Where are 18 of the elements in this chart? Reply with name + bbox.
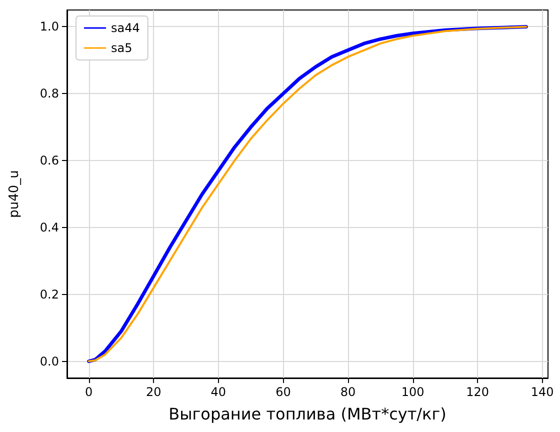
x-tick-label: 120 [466, 385, 490, 399]
x-tick-label: 40 [210, 385, 226, 399]
x-tick-label: 80 [340, 385, 356, 399]
y-tick-label: 0.8 [40, 86, 59, 101]
y-tick-label: 0.0 [40, 354, 59, 368]
legend-label: sa5 [111, 41, 132, 55]
x-tick-label: 100 [401, 385, 424, 399]
x-axis-title: Выгорание топлива (МВт*сут/кг) [168, 404, 446, 424]
x-tick-label: 60 [276, 385, 291, 399]
legend-label: sa44 [111, 21, 140, 35]
y-axis-title: pu40_u [7, 170, 22, 218]
x-tick-label: 20 [146, 385, 162, 399]
y-tick-label: 0.2 [40, 287, 59, 302]
x-tick-label: 140 [530, 385, 554, 399]
y-tick-label: 0.6 [40, 154, 59, 168]
y-tick-label: 0.4 [40, 220, 59, 234]
y-tick-label: 1.0 [40, 20, 59, 34]
x-tick-label: 0 [85, 385, 93, 399]
